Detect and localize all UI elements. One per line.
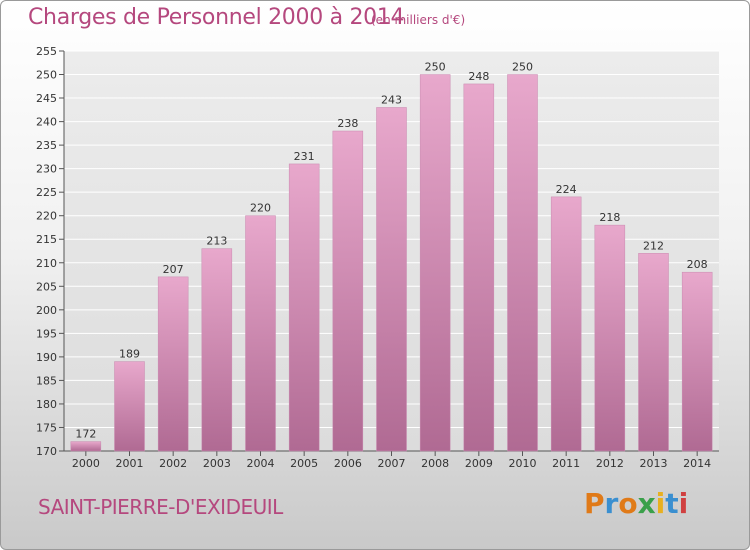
y-tick-label: 195 [36,327,57,340]
y-tick-label: 170 [36,445,57,458]
bar-2010 [507,74,538,452]
y-tick-label: 175 [36,421,57,434]
y-tick-label: 230 [36,163,57,176]
x-tick-label: 2000 [72,457,100,470]
x-tick-label: 2001 [116,457,144,470]
x-tick-label: 2009 [465,457,493,470]
commune-name: SAINT-PIERRE-D'EXIDEUIL [38,495,283,519]
x-tick-label: 2003 [203,457,231,470]
bar-2013 [638,253,669,452]
data-label: 224 [556,183,577,196]
bar-2007 [376,107,407,452]
data-label: 207 [163,263,184,276]
chart-subtitle: (en milliers d'€) [371,13,466,27]
data-label: 243 [381,93,402,106]
y-tick-label: 255 [36,45,57,58]
y-tick-label: 235 [36,139,57,152]
y-tick-label: 190 [36,351,57,364]
data-label: 208 [687,258,708,271]
y-tick-label: 240 [36,116,57,129]
brand-letter: t [665,487,679,520]
x-tick-label: 2004 [247,457,275,470]
data-label: 220 [250,202,271,215]
x-tick-label: 2011 [552,457,580,470]
y-tick-label: 180 [36,398,57,411]
y-tick-label: 185 [36,374,57,387]
brand-letter: o [618,487,638,520]
proxiti-logo: Proxiti [584,487,688,520]
y-tick-label: 220 [36,210,57,223]
bar-2005 [288,163,320,452]
y-tick-label: 210 [36,257,57,270]
x-tick-label: 2012 [596,457,624,470]
data-label: 250 [425,61,446,74]
y-tick-label: 205 [36,280,57,293]
data-label: 238 [337,117,358,130]
data-label: 218 [599,211,620,224]
bar-2003 [201,248,233,452]
data-label: 212 [643,239,664,252]
brand-letter: r [604,487,619,520]
data-label: 231 [294,150,315,163]
bar-2008 [419,74,451,452]
data-label: 250 [512,61,533,74]
brand-letter: i [655,487,666,520]
x-tick-label: 2006 [334,457,362,470]
brand-letter: P [584,487,605,520]
y-tick-label: 200 [36,304,57,317]
bar-2009 [463,83,495,452]
bar-2006 [332,130,364,452]
data-label: 213 [206,235,227,248]
x-tick-label: 2010 [509,457,537,470]
x-tick-label: 2008 [421,457,449,470]
x-tick-label: 2002 [159,457,187,470]
x-tick-label: 2014 [683,457,711,470]
bar-2002 [157,276,189,452]
data-label: 189 [119,348,140,361]
y-tick-label: 250 [36,69,57,82]
bar-2000 [70,441,102,452]
x-tick-label: 2007 [378,457,406,470]
bar-2011 [550,196,582,452]
bar-2012 [594,224,626,452]
bar-2014 [681,271,713,452]
chart-title: Charges de Personnel 2000 à 2014 [28,5,405,30]
bar-2004 [245,215,276,452]
data-label: 248 [468,70,489,83]
y-tick-label: 225 [36,186,57,199]
brand-letter: x [637,487,656,520]
bar-2001 [114,361,145,452]
y-tick-label: 215 [36,233,57,246]
data-label: 172 [75,428,96,441]
x-tick-label: 2013 [640,457,668,470]
y-tick-label: 245 [36,92,57,105]
brand-letter: i [678,487,689,520]
x-tick-label: 2005 [290,457,318,470]
